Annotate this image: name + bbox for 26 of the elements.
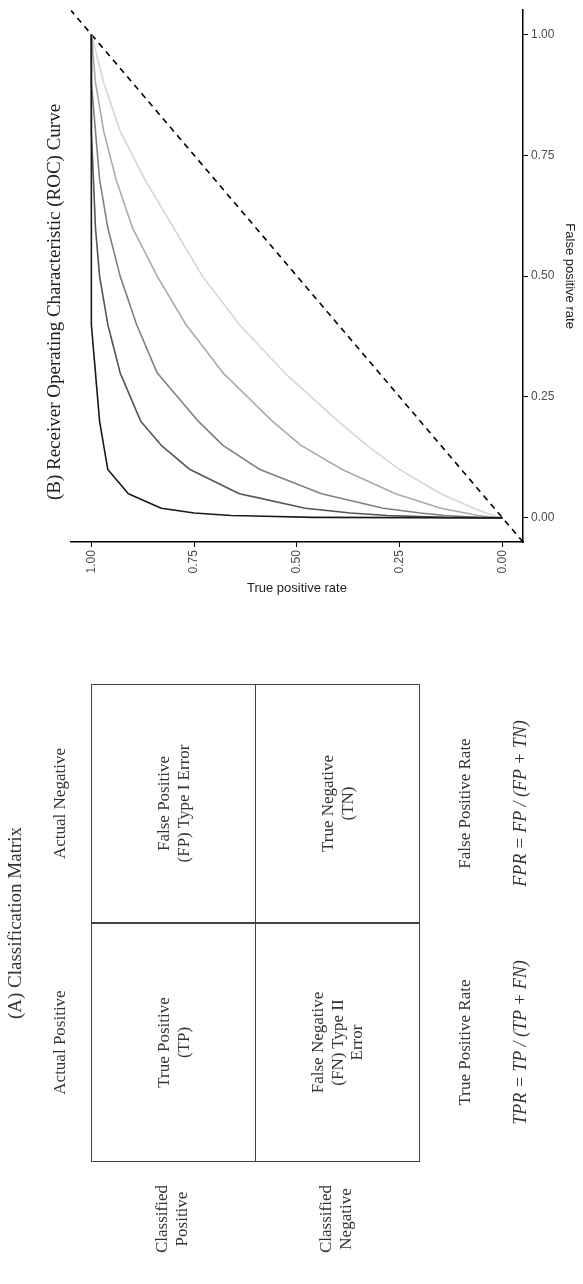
text: Classified Negative [316,1184,356,1255]
text: TPR = TP / (TP + FN) [510,959,531,1127]
y-tick-label: 0.00 [531,510,555,525]
y-axis-title: False positive rate [562,223,578,329]
text: True Positive (TP) [153,996,194,1090]
y-tick-label: 0.75 [531,147,555,162]
text: Classified Positive [152,1184,192,1255]
text: Actual Negative [50,747,70,861]
text: False Positive Rate [455,737,475,871]
text: (A) Classification Matrix [4,825,26,1022]
text: True Positive Rate [455,978,475,1108]
text: Actual Positive [50,989,70,1097]
y-tick-label: 0.25 [531,389,555,404]
x-tick-label: 0.00 [494,549,509,574]
x-tick-label: 0.50 [289,549,304,574]
text: FPR = FP / (FP + TN) [510,719,531,889]
y-tick-label: 1.00 [531,26,555,41]
x-tick-label: 0.75 [186,549,201,574]
x-tick-label: 1.00 [83,549,98,574]
y-tick-label: 0.50 [531,268,555,283]
text: False Negative (FN) Type II Error [308,990,367,1096]
text: False Positive (FP) Type I Error [153,743,194,865]
text: True Negative (TN) [317,753,358,855]
x-tick-label: 0.25 [392,549,407,574]
text: (B) Receiver Operating Characteristic (ROC) Curve [43,103,66,501]
x-axis-title: True positive rate [246,579,347,595]
